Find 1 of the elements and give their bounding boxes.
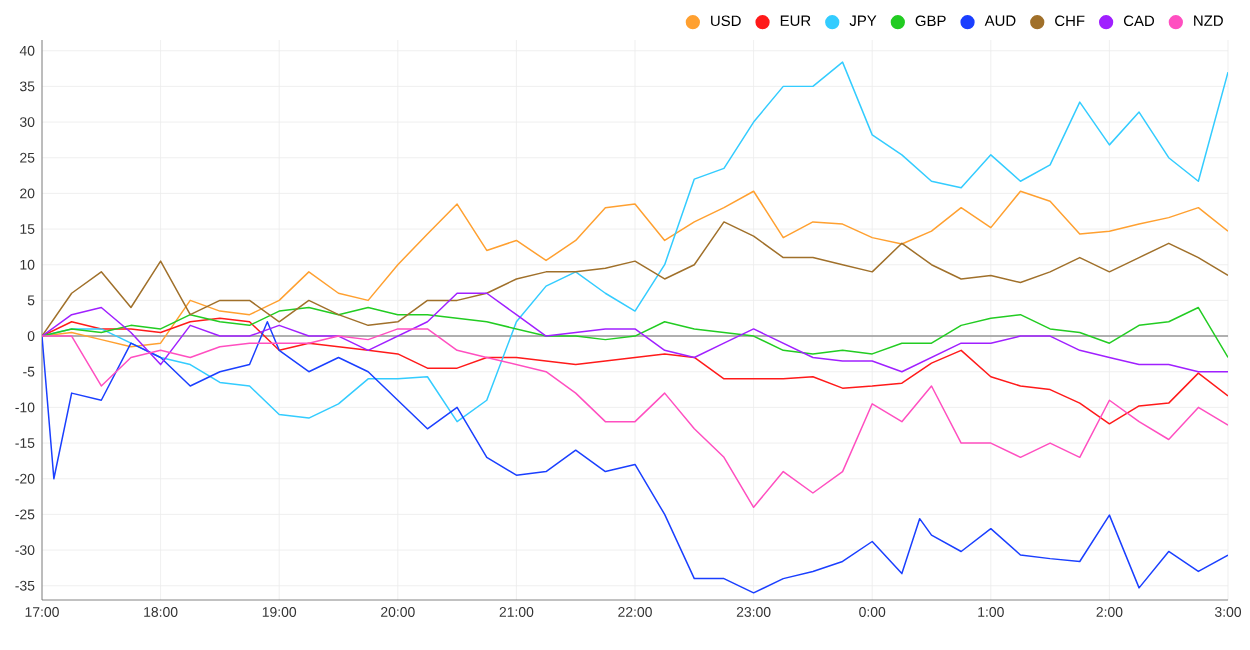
line-series [42, 221, 1229, 337]
